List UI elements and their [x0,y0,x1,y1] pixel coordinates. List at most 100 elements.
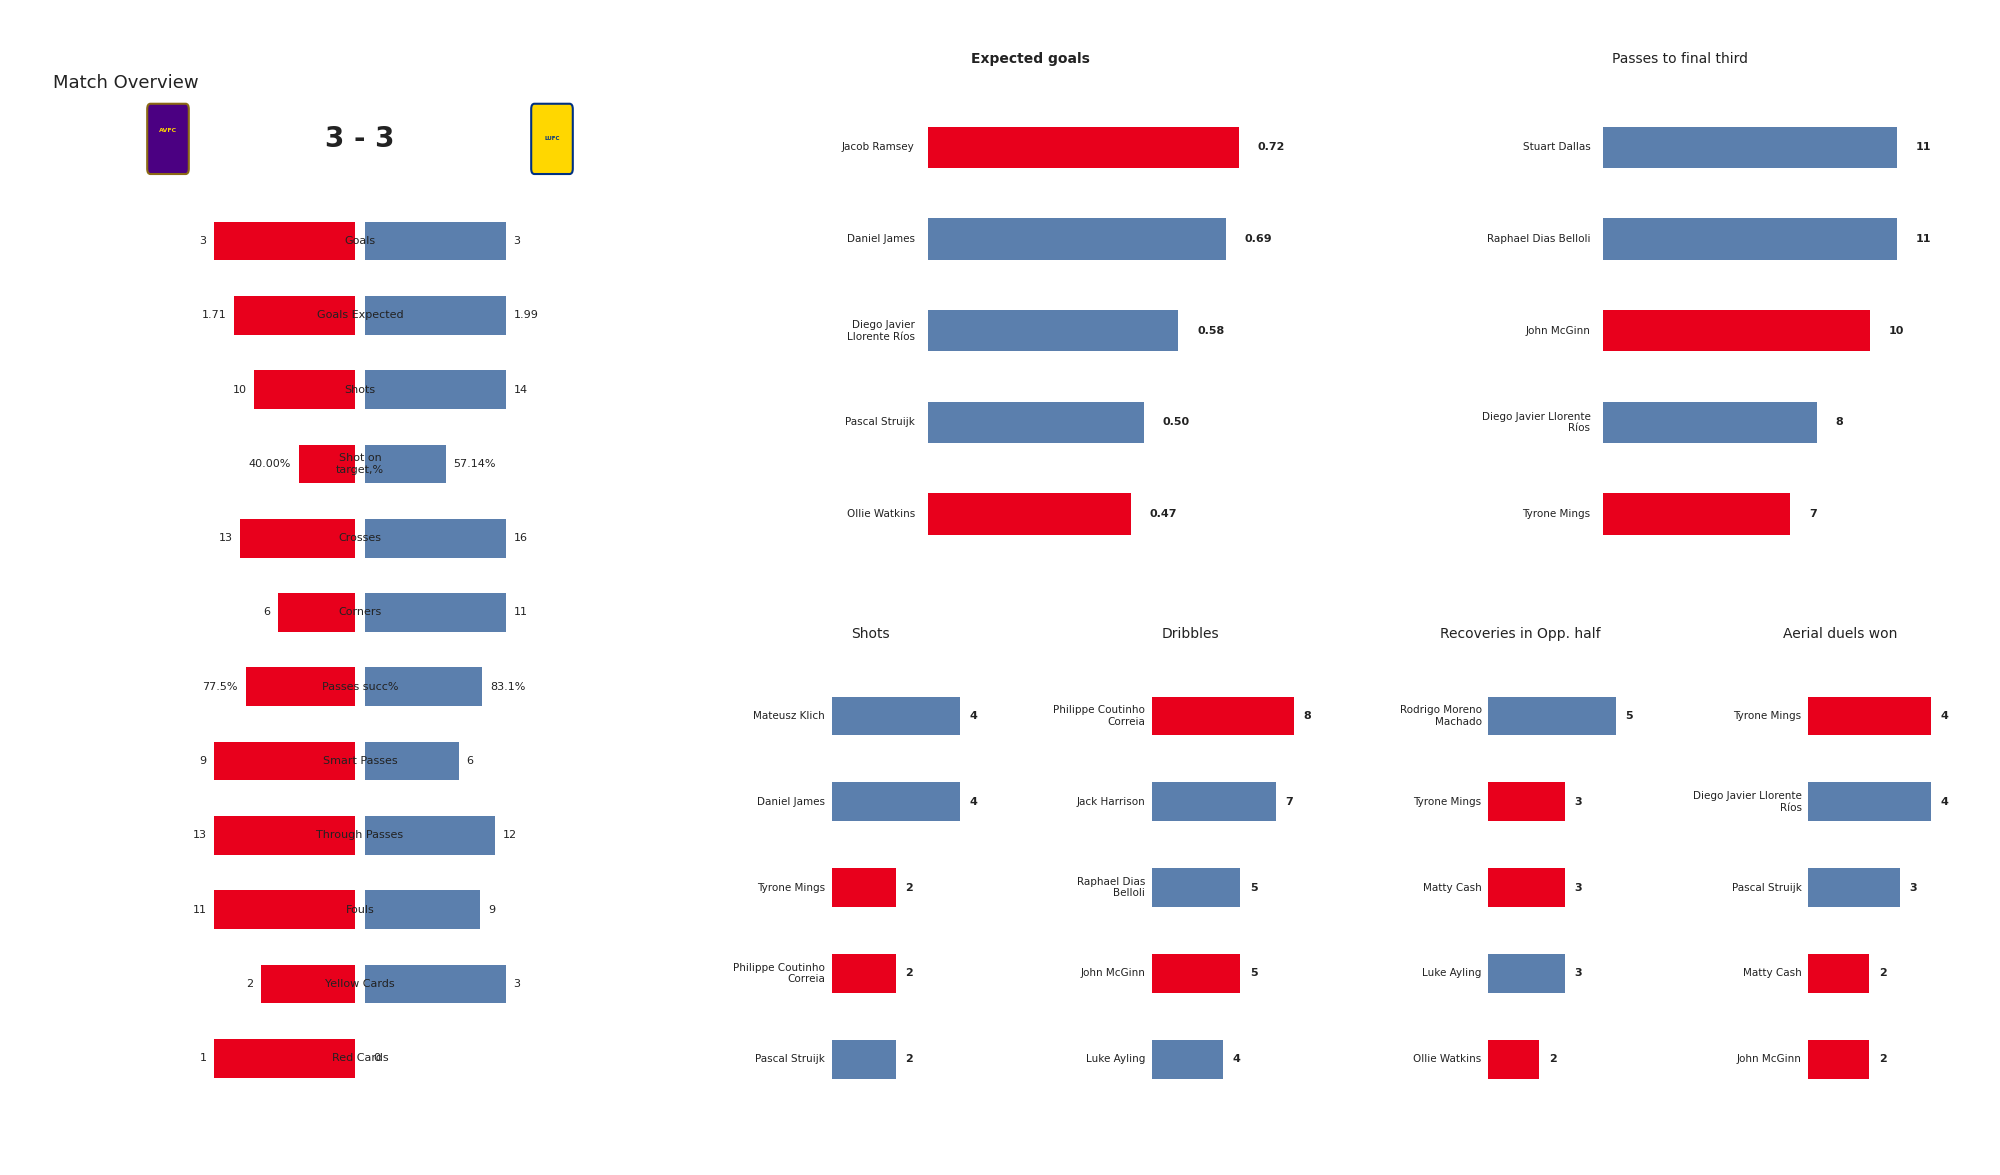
Text: 4: 4 [970,797,978,807]
Text: Stuart Dallas: Stuart Dallas [1522,142,1590,153]
Text: Diego Javier
Llorente Ríos: Diego Javier Llorente Ríos [846,320,914,342]
Text: 0.47: 0.47 [1150,509,1178,519]
Text: Dribbles: Dribbles [1162,626,1218,640]
Text: Shot on
target,%: Shot on target,% [336,454,384,475]
FancyBboxPatch shape [148,103,188,174]
Text: 11: 11 [192,905,206,915]
Text: Passes succ%: Passes succ% [322,682,398,692]
Text: Shots: Shots [850,626,890,640]
Text: 3: 3 [1910,882,1918,893]
Text: 11: 11 [1916,234,1932,244]
Bar [832,868,896,907]
Text: Luke Ayling: Luke Ayling [1086,1054,1146,1065]
Bar [1808,1040,1870,1079]
Bar [928,219,1226,260]
Text: 5: 5 [1626,711,1634,721]
Bar [1488,783,1564,821]
Text: 11: 11 [514,607,528,618]
Text: John McGinn: John McGinn [1736,1054,1802,1065]
Bar [214,817,354,854]
Text: 40.00%: 40.00% [248,459,290,469]
Text: 2: 2 [906,1054,912,1065]
Text: 9: 9 [200,757,206,766]
Text: Tyrone Mings: Tyrone Mings [1734,711,1802,721]
Text: Jack Harrison: Jack Harrison [1076,797,1146,807]
Bar [366,370,506,409]
Text: Daniel James: Daniel James [758,797,826,807]
Text: Daniel James: Daniel James [846,234,914,244]
Bar [366,965,506,1003]
Text: 16: 16 [514,533,528,543]
Bar [928,310,1178,351]
Bar [1152,1040,1222,1079]
Text: Passes to final third: Passes to final third [1612,52,1748,66]
Bar [1152,868,1240,907]
Text: 1: 1 [200,1054,206,1063]
Text: 7: 7 [1810,509,1816,519]
Text: 1.99: 1.99 [514,310,538,321]
Bar [1604,310,1870,351]
Bar [1808,868,1900,907]
Bar [1488,868,1564,907]
Bar [366,891,480,929]
Text: 0.69: 0.69 [1244,234,1272,244]
Bar [246,667,354,706]
Bar [366,296,506,335]
Text: Jacob Ramsey: Jacob Ramsey [842,142,914,153]
Text: 77.5%: 77.5% [202,682,238,692]
Text: 14: 14 [514,384,528,395]
Text: Philippe Coutinho
Correia: Philippe Coutinho Correia [734,962,826,985]
Text: Mateusz Klich: Mateusz Klich [754,711,826,721]
Text: Through Passes: Through Passes [316,831,404,840]
Text: Tyrone Mings: Tyrone Mings [1414,797,1482,807]
Text: Expected goals: Expected goals [970,52,1090,66]
Text: LUFC: LUFC [544,136,560,141]
Text: 4: 4 [1232,1054,1240,1065]
Text: 12: 12 [502,831,516,840]
Text: 83.1%: 83.1% [490,682,526,692]
Bar [928,402,1144,443]
Text: Corners: Corners [338,607,382,618]
Bar [298,444,354,483]
Bar [278,593,354,632]
Text: Recoveries in Opp. half: Recoveries in Opp. half [1440,626,1600,640]
Text: 0.72: 0.72 [1258,142,1286,153]
Text: 2: 2 [906,882,912,893]
Text: 10: 10 [1890,325,1904,336]
Bar [1808,697,1930,736]
Text: Smart Passes: Smart Passes [322,757,398,766]
Text: 2: 2 [1548,1054,1556,1065]
Text: 4: 4 [1940,711,1948,721]
Text: AVFC: AVFC [158,128,178,133]
Text: John McGinn: John McGinn [1526,325,1590,336]
Text: 2: 2 [246,979,254,989]
Bar [832,954,896,993]
Bar [1152,697,1294,736]
Text: 0.50: 0.50 [1162,417,1190,428]
Text: 3: 3 [200,236,206,246]
Bar [366,593,506,632]
Text: Diego Javier Llorente
Ríos: Diego Javier Llorente Ríos [1482,411,1590,434]
Bar [1604,219,1896,260]
Text: 2: 2 [906,968,912,979]
Bar [1488,697,1616,736]
Bar [254,370,354,409]
Bar [832,783,960,821]
Text: Aerial duels won: Aerial duels won [1782,626,1898,640]
Text: 9: 9 [488,905,496,915]
Bar [214,1039,354,1077]
Bar [1152,783,1276,821]
Bar [366,444,446,483]
Text: Luke Ayling: Luke Ayling [1422,968,1482,979]
Bar [1488,954,1564,993]
Text: 2: 2 [1880,968,1886,979]
Text: 6: 6 [264,607,270,618]
FancyBboxPatch shape [532,103,572,174]
Text: Fouls: Fouls [346,905,374,915]
Bar [1488,1040,1540,1079]
Text: Crosses: Crosses [338,533,382,543]
Text: 3: 3 [514,236,520,246]
Bar [366,817,496,854]
Text: Pascal Struijk: Pascal Struijk [756,1054,826,1065]
Bar [214,222,354,260]
